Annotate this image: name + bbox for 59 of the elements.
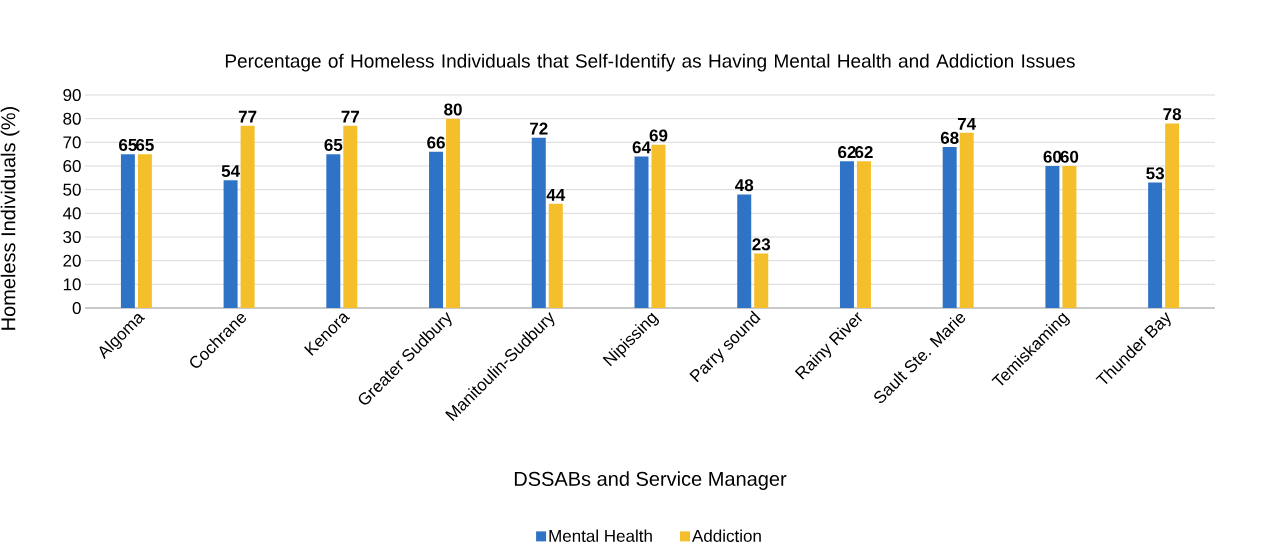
bar — [1148, 182, 1163, 308]
bar — [634, 156, 649, 308]
data-label: 66 — [427, 136, 445, 149]
data-label: 74 — [957, 117, 977, 130]
data-label: 62 — [838, 146, 856, 159]
y-tick-label: 90 — [63, 88, 81, 102]
bar — [737, 194, 752, 308]
bar — [839, 161, 854, 308]
data-label: 23 — [752, 238, 771, 251]
y-tick-label: 50 — [63, 183, 81, 196]
bar — [651, 144, 666, 308]
y-axis-title: Homeless Individuals (%) — [0, 107, 20, 330]
legend-label: Mental Health — [549, 529, 652, 542]
data-label: 80 — [444, 103, 462, 116]
bar — [1165, 123, 1180, 308]
bar — [1045, 166, 1060, 308]
data-label: 60 — [1043, 150, 1062, 163]
x-axis-title: DSSABs and Service Manager — [514, 471, 787, 490]
data-label: 60 — [1060, 150, 1079, 163]
legend-label: Addiction — [692, 529, 761, 542]
data-label: 65 — [136, 138, 154, 151]
data-label: 65 — [119, 138, 137, 151]
y-tick-label: 30 — [63, 230, 81, 244]
data-label: 78 — [1163, 108, 1182, 121]
bar — [240, 125, 255, 308]
y-tick-label: 40 — [62, 207, 81, 220]
data-label: 44 — [546, 188, 566, 201]
data-label: 48 — [735, 179, 754, 192]
data-label: 65 — [324, 138, 343, 151]
bar — [856, 161, 871, 308]
data-label: 54 — [221, 165, 240, 178]
y-tick-label: 10 — [63, 278, 81, 291]
data-label: 64 — [632, 141, 651, 154]
data-label: 77 — [238, 110, 257, 123]
data-label: 77 — [341, 110, 360, 123]
data-label: 62 — [855, 146, 873, 159]
y-tick-label: 70 — [63, 136, 81, 149]
data-label: 72 — [530, 122, 548, 135]
y-tick-label: 20 — [63, 254, 81, 267]
bar — [1062, 166, 1077, 308]
data-label: 69 — [649, 129, 668, 142]
bar — [120, 154, 135, 308]
bar — [548, 203, 563, 308]
data-label: 53 — [1146, 167, 1164, 180]
bar — [326, 154, 341, 308]
bar — [137, 154, 152, 308]
y-tick-label: 80 — [63, 112, 81, 125]
bar — [429, 151, 444, 308]
bar — [942, 147, 957, 308]
y-tick-label: 0 — [72, 301, 81, 315]
bar — [223, 180, 238, 308]
bar — [531, 137, 546, 308]
y-tick-label: 60 — [63, 159, 81, 173]
bar — [959, 132, 974, 308]
data-label: 68 — [940, 131, 959, 144]
bar — [343, 125, 358, 308]
bar — [754, 253, 769, 308]
bar — [446, 118, 461, 308]
chart-title: Percentage of Homeless Individuals that Self-Identify as Having Mental Health and Addiction Issues — [225, 53, 1075, 72]
